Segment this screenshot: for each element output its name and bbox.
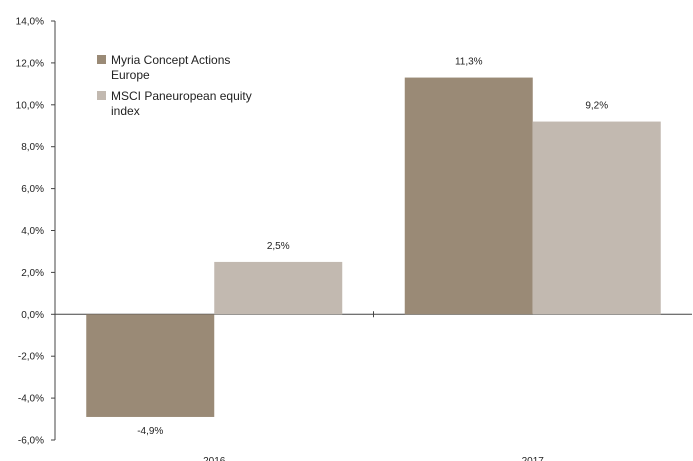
legend-label: Myria Concept Actions [111,53,230,67]
y-tick-label: 0,0% [21,310,44,321]
y-tick-label: -6,0% [18,436,44,447]
bar [214,261,343,315]
data-label: 2,5% [267,241,290,252]
y-tick-label: 8,0% [21,142,44,153]
y-tick-label: 12,0% [16,58,44,69]
y-tick-label: -2,0% [18,352,44,363]
bar [404,77,533,315]
y-tick-label: 14,0% [16,17,44,28]
y-tick-label: 4,0% [21,226,44,237]
data-label: 11,3% [455,57,483,68]
legend-swatch [97,55,106,64]
y-tick-label: -4,0% [18,394,44,405]
x-tick-label: 2017 [522,456,545,461]
legend-label: Europe [111,68,150,82]
bar [86,314,215,417]
bars [86,77,661,417]
x-tick-label: 2016 [203,456,226,461]
legend-swatch [97,91,106,100]
data-labels: -4,9% 2,5% 11,3% 9,2% [137,57,608,437]
y-tick-label: 2,0% [21,268,44,279]
data-label: -4,9% [137,426,163,437]
data-label: 9,2% [585,101,608,112]
y-tick-label: 6,0% [21,184,44,195]
legend-label: index [111,104,140,118]
bar [532,121,661,315]
y-tick-label: 10,0% [16,100,44,111]
legend-label: MSCI Paneuropean equity [111,89,252,103]
